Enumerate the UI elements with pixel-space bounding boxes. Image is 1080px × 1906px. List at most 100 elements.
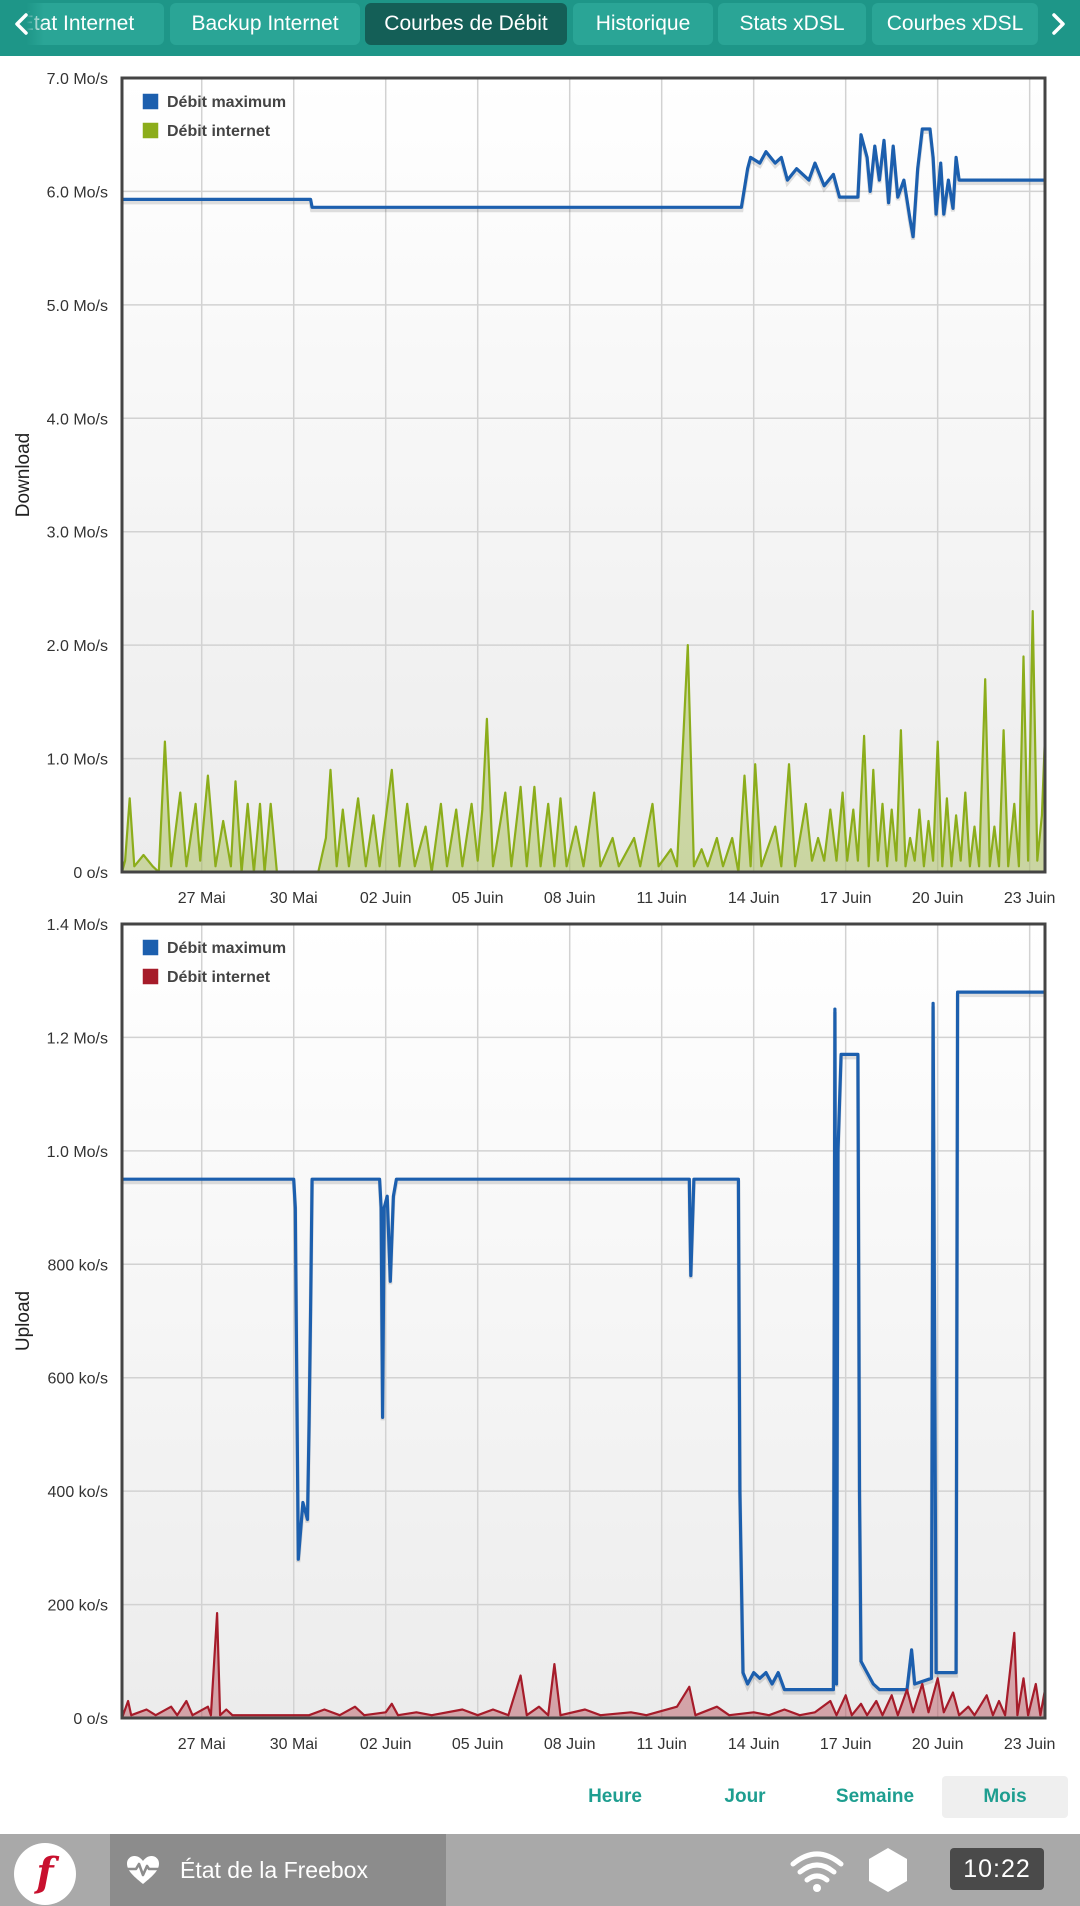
data-point <box>998 1700 1000 1702</box>
tab-list: État Internet Backup Internet Courbes de D… <box>0 0 1080 56</box>
data-point <box>1022 1677 1024 1679</box>
data-point <box>657 865 659 867</box>
data-point <box>380 1206 382 1208</box>
data-point <box>414 865 416 867</box>
data-point <box>446 865 448 867</box>
plot-area <box>122 924 1045 1718</box>
data-point <box>584 1708 586 1710</box>
data-point <box>348 865 350 867</box>
data-point <box>973 825 975 827</box>
series-area <box>122 1613 1045 1718</box>
data-point <box>834 1008 836 1010</box>
data-point <box>742 1671 744 1673</box>
x-tick-label: 08 Juin <box>544 1736 596 1753</box>
data-point <box>486 718 488 720</box>
data-point <box>794 865 796 867</box>
data-point <box>231 1714 233 1716</box>
data-point <box>461 865 463 867</box>
data-point <box>378 1178 380 1180</box>
data-point <box>984 678 986 680</box>
series-line <box>120 610 1047 874</box>
tab-backup-internet[interactable]: Backup Internet <box>170 3 360 45</box>
data-point <box>817 837 819 839</box>
chevron-right-icon[interactable] <box>1036 0 1080 48</box>
data-point <box>470 803 472 805</box>
data-point <box>700 848 702 850</box>
data-point <box>461 1708 463 1710</box>
data-point <box>582 865 584 867</box>
x-tick-label: 23 Juin <box>1004 1736 1056 1753</box>
y-tick-label: 400 ko/s <box>48 1484 108 1501</box>
data-point <box>365 865 367 867</box>
data-point <box>749 156 751 158</box>
freebox-status-button[interactable]: État de la Freebox <box>110 1834 446 1906</box>
chevron-left-icon[interactable] <box>0 0 44 48</box>
legend-label[interactable]: Débit maximum <box>167 94 286 111</box>
series-line <box>122 127 1045 239</box>
data-point <box>247 803 249 805</box>
data-point <box>860 134 862 136</box>
plot-area <box>122 78 1045 872</box>
data-point <box>670 848 672 850</box>
hexagon-icon[interactable] <box>866 1846 910 1899</box>
x-tick-label: 27 Mai <box>178 890 226 904</box>
data-point <box>897 1714 899 1716</box>
data-point <box>230 865 232 867</box>
wifi-icon[interactable] <box>790 1848 844 1899</box>
tab-historique[interactable]: Historique <box>573 3 713 45</box>
data-point <box>152 865 154 867</box>
data-point <box>964 791 966 793</box>
data-point <box>630 1711 632 1713</box>
data-point <box>887 202 889 204</box>
data-point <box>297 1558 299 1560</box>
data-point <box>960 860 962 862</box>
y-axis-title: Download <box>13 433 34 518</box>
range-button-semaine[interactable]: Semaine <box>835 1786 915 1807</box>
tab-stats-xdsl[interactable]: Stats xDSL <box>718 3 866 45</box>
data-point <box>881 1714 883 1716</box>
data-point <box>1013 1632 1015 1634</box>
y-tick-label: 2.0 Mo/s <box>47 638 108 655</box>
data-point <box>993 825 995 827</box>
data-point <box>207 774 209 776</box>
data-point <box>891 808 893 810</box>
legend-label[interactable]: Débit internet <box>167 123 271 140</box>
data-point <box>749 865 751 867</box>
data-point <box>179 791 181 793</box>
data-point <box>363 1714 365 1716</box>
data-point <box>743 774 745 776</box>
data-point <box>565 865 567 867</box>
data-point <box>829 1700 831 1702</box>
range-button-mois[interactable]: Mois <box>942 1776 1068 1818</box>
data-point <box>955 156 957 158</box>
data-point <box>872 1683 874 1685</box>
y-axis-title: Upload <box>13 1291 34 1351</box>
data-point <box>381 1416 383 1418</box>
data-point <box>262 1714 264 1716</box>
data-point <box>1002 729 1004 731</box>
x-tick-label: 11 Juin <box>636 890 686 904</box>
freebox-logo-letter: f <box>36 1848 54 1896</box>
data-point <box>909 837 911 839</box>
range-button-heure[interactable]: Heure <box>588 1786 642 1807</box>
data-point <box>539 865 541 867</box>
series-debit-maximum <box>122 990 1045 1695</box>
data-point <box>234 780 236 782</box>
tab-courbes-de-debit[interactable]: Courbes de Débit <box>365 3 567 45</box>
data-point <box>124 860 126 862</box>
legend-label[interactable]: Débit internet <box>167 969 271 986</box>
data-point <box>783 1688 785 1690</box>
data-point <box>306 1518 308 1520</box>
y-tick-label: 600 ko/s <box>48 1371 108 1388</box>
freebox-logo[interactable]: f <box>14 1843 76 1905</box>
tab-courbes-xdsl[interactable]: Courbes xDSL <box>872 3 1038 45</box>
data-point <box>225 1708 227 1710</box>
data-point <box>1041 814 1043 816</box>
data-point <box>891 1694 893 1696</box>
range-button-jour[interactable]: Jour <box>724 1786 766 1807</box>
data-point <box>1035 1683 1037 1685</box>
data-point <box>739 1490 741 1492</box>
data-point <box>892 145 894 147</box>
data-point <box>783 1708 785 1710</box>
legend-label[interactable]: Débit maximum <box>167 940 286 957</box>
